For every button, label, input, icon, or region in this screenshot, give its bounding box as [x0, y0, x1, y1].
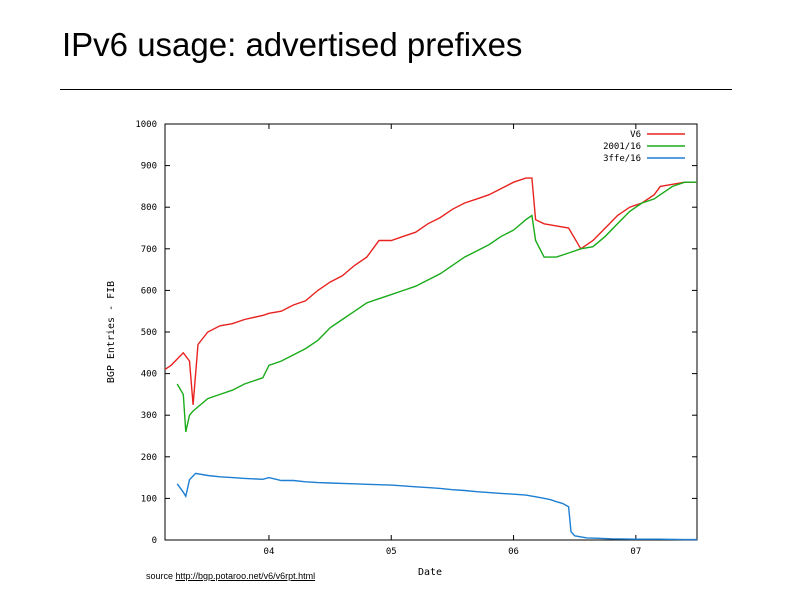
legend-label: 3ffe/16 [603, 154, 641, 164]
series-line-0 [164, 177, 697, 405]
source-note: source http://bgp.potaroo.net/v6/v6rpt.h… [146, 571, 315, 581]
x-tick-label: 07 [630, 547, 641, 557]
y-tick-label: 1000 [135, 120, 157, 130]
y-tick-label: 200 [141, 453, 157, 463]
x-tick-label: 05 [386, 547, 397, 557]
x-axis-label: Date [418, 567, 442, 578]
chart-container: 0 100 200 300 400 500 600 700 800 900 1000 04 05 06 07… [100, 112, 710, 582]
x-tick-label: 06 [508, 547, 519, 557]
title-divider [60, 89, 732, 90]
legend-label: 2001/16 [603, 142, 641, 152]
plot-frame [164, 123, 698, 541]
source-prefix: source [146, 571, 176, 581]
y-tick-label: 800 [141, 203, 157, 213]
series-line-2 [176, 472, 697, 541]
y-axis-label: BGP Entries - FIB [106, 281, 117, 383]
y-tick-label: 900 [141, 162, 157, 172]
y-tick-label: 0 [152, 536, 157, 546]
bgp-entries-chart: 0 100 200 300 400 500 600 700 800 900 1000 04 05 06 07… [106, 120, 698, 578]
y-tick-label: 700 [141, 245, 157, 255]
y-tick-label: 300 [141, 411, 157, 421]
y-tick-label: 500 [141, 328, 157, 338]
slide-title: IPv6 usage: advertised prefixes [62, 26, 523, 63]
y-tick-label: 100 [141, 494, 157, 504]
y-tick-label: 600 [141, 286, 157, 296]
legend-label: V6 [630, 130, 641, 140]
series-line-1 [176, 181, 697, 432]
source-link[interactable]: http://bgp.potaroo.net/v6/v6rpt.html [175, 571, 316, 581]
x-tick-label: 04 [264, 547, 275, 557]
y-tick-label: 400 [141, 370, 157, 380]
